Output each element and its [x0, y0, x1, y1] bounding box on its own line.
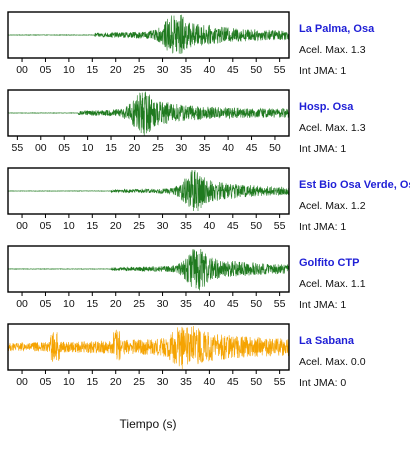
x-tick-label: 25: [152, 142, 164, 154]
station-panel: 00 05 10 15 20 25 30 35 40 45 50 55 La Palma, Osa Ace…: [7, 11, 375, 77]
x-tick-label: 55: [12, 142, 24, 154]
x-tick-label: 50: [250, 64, 262, 76]
x-tick-label: 10: [63, 298, 75, 310]
jma-intensity-label: Int JMA: 1: [299, 221, 346, 233]
x-tick-label: 40: [204, 64, 216, 76]
x-tick-label: 20: [110, 64, 122, 76]
x-tick-label: 15: [86, 64, 98, 76]
x-tick-label: 30: [175, 142, 187, 154]
x-tick-label: 50: [250, 376, 262, 388]
acceleration-label: Acel. Max. 1.1: [299, 278, 366, 290]
panel-frame: [7, 11, 290, 59]
station-name: Hosp. Osa: [299, 101, 354, 113]
x-tick-label: 00: [16, 220, 28, 232]
x-tick-label: 35: [180, 298, 192, 310]
x-tick-label: 40: [204, 298, 216, 310]
station-name: La Palma, Osa: [299, 23, 375, 35]
x-tick-label: 55: [274, 64, 286, 76]
x-tick-label: 05: [58, 142, 70, 154]
station-panel: 00 05 10 15 20 25 30 35 40 45 50 55 Golfito CTP Acel.…: [7, 245, 366, 311]
x-tick-label: 10: [63, 64, 75, 76]
x-tick-label: 35: [180, 64, 192, 76]
x-tick-label: 25: [133, 220, 145, 232]
jma-intensity-label: Int JMA: 0: [299, 377, 346, 389]
x-tick-label: 15: [86, 298, 98, 310]
x-tick-label: 35: [180, 220, 192, 232]
x-tick-label: 40: [222, 142, 234, 154]
x-tick-label: 20: [110, 298, 122, 310]
x-tick-label: 45: [227, 298, 239, 310]
x-tick-label: 45: [227, 376, 239, 388]
x-tick-label: 35: [199, 142, 211, 154]
x-tick-label: 50: [250, 298, 262, 310]
panels-layer: 00 05 10 15 20 25 30 35 40 45 50 55 La Palma, Osa Ace…: [7, 11, 410, 389]
x-tick-label: 00: [35, 142, 47, 154]
x-tick-label: 15: [105, 142, 117, 154]
x-tick-label: 25: [133, 64, 145, 76]
x-tick-label: 10: [82, 142, 94, 154]
x-tick-label: 25: [133, 298, 145, 310]
acceleration-label: Acel. Max. 0.0: [299, 356, 366, 368]
x-tick-label: 30: [157, 376, 169, 388]
station-panel: 00 05 10 15 20 25 30 35 40 45 50 55 Est Bio Osa Verd…: [7, 167, 410, 233]
x-tick-label: 40: [204, 376, 216, 388]
x-tick-label: 05: [40, 220, 52, 232]
acceleration-label: Acel. Max. 1.3: [299, 122, 366, 134]
jma-intensity-label: Int JMA: 1: [299, 65, 346, 77]
panel-frame: [7, 323, 290, 371]
waveform-trace: [7, 91, 290, 136]
x-tick-label: 45: [227, 220, 239, 232]
station-name: Golfito CTP: [299, 257, 360, 269]
jma-intensity-label: Int JMA: 1: [299, 143, 346, 155]
x-tick-label: 55: [274, 298, 286, 310]
x-tick-label: 00: [16, 298, 28, 310]
x-tick-label: 40: [204, 220, 216, 232]
x-tick-label: 45: [246, 142, 258, 154]
station-name: Est Bio Osa Verde, Osa: [299, 179, 410, 191]
x-tick-label: 05: [40, 64, 52, 76]
x-tick-label: 10: [63, 376, 75, 388]
jma-intensity-label: Int JMA: 1: [299, 299, 346, 311]
x-tick-label: 35: [180, 376, 192, 388]
x-tick-label: 55: [274, 220, 286, 232]
x-tick-label: 55: [274, 376, 286, 388]
x-tick-label: 00: [16, 64, 28, 76]
x-tick-label: 30: [157, 220, 169, 232]
x-tick-label: 50: [250, 220, 262, 232]
x-axis-title: Tiempo (s): [120, 417, 177, 431]
x-tick-label: 00: [16, 376, 28, 388]
x-tick-label: 30: [157, 64, 169, 76]
waveform-trace: [7, 14, 290, 55]
waveform-trace: [7, 169, 290, 211]
waveform-trace: [7, 248, 290, 291]
station-panel: 00 05 10 15 20 25 30 35 40 45 50 55 La Sabana Acel. M…: [7, 323, 366, 389]
panel-frame: [7, 245, 290, 293]
x-tick-label: 20: [110, 376, 122, 388]
acceleration-label: Acel. Max. 1.3: [299, 44, 366, 56]
x-tick-label: 05: [40, 376, 52, 388]
acceleration-label: Acel. Max. 1.2: [299, 200, 366, 212]
station-name: La Sabana: [299, 335, 355, 347]
x-tick-label: 15: [86, 376, 98, 388]
x-tick-label: 50: [269, 142, 281, 154]
x-tick-label: 45: [227, 64, 239, 76]
waveform-trace: [7, 325, 290, 369]
panel-frame: [7, 89, 290, 137]
x-tick-label: 20: [129, 142, 141, 154]
x-tick-label: 30: [157, 298, 169, 310]
panel-frame: [7, 167, 290, 215]
x-tick-label: 10: [63, 220, 75, 232]
x-tick-label: 20: [110, 220, 122, 232]
station-panel: 55 00 05 10 15 20 25 30 35 40 45 50 Hosp. Osa Acel. M…: [7, 89, 366, 155]
x-tick-label: 05: [40, 298, 52, 310]
x-tick-label: 15: [86, 220, 98, 232]
x-tick-label: 25: [133, 376, 145, 388]
